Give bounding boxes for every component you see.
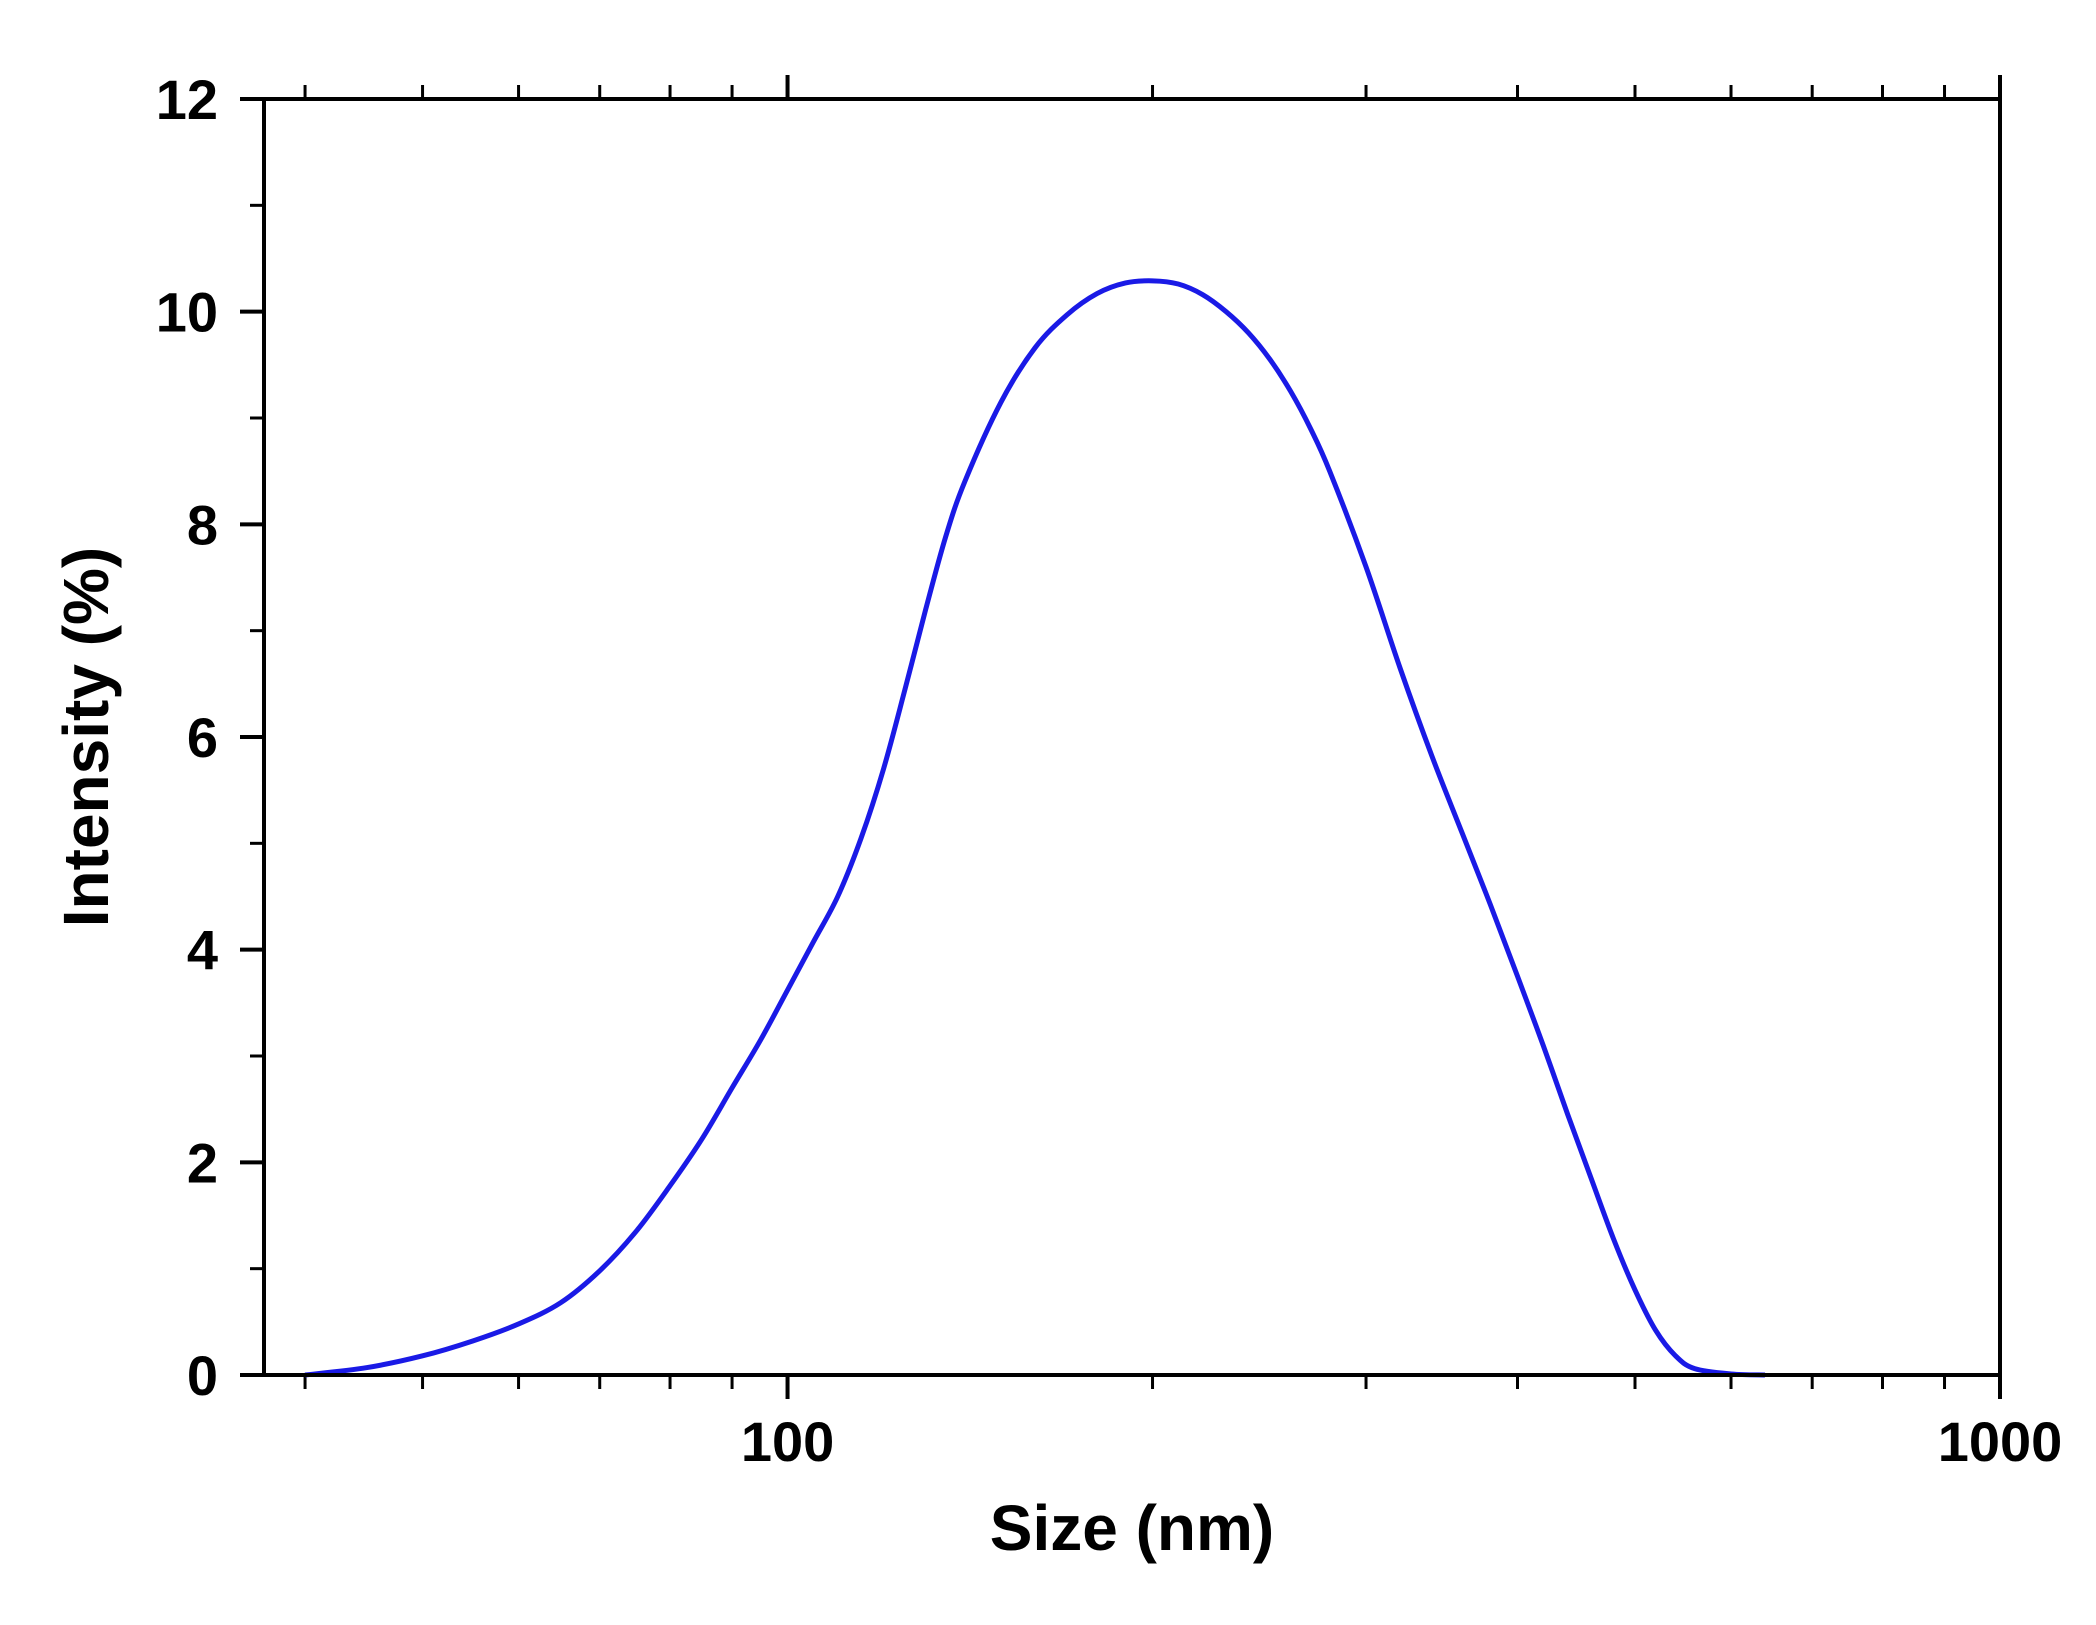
tick-labels-layer: 0 2 4 6 8 10 12 100 1000 <box>156 68 2063 1473</box>
y-axis-title: Intensity (%) <box>50 547 122 927</box>
x-tick-label: 100 <box>741 1410 834 1473</box>
intensity-series-line <box>304 278 1766 1378</box>
y-tick-label: 4 <box>187 919 218 982</box>
x-axis-title: Size (nm) <box>990 1492 1274 1564</box>
y-tick-label: 12 <box>156 68 218 131</box>
y-tick-label: 0 <box>187 1344 218 1407</box>
ticks-layer <box>240 75 2002 1399</box>
series-layer <box>304 278 1766 1378</box>
y-tick-label: 6 <box>187 706 218 769</box>
x-tick-label: 1000 <box>1938 1410 2063 1473</box>
y-tick-label: 2 <box>187 1131 218 1194</box>
y-tick-label: 10 <box>156 281 218 344</box>
plot-frame <box>262 97 2002 1377</box>
y-tick-label: 8 <box>187 493 218 556</box>
